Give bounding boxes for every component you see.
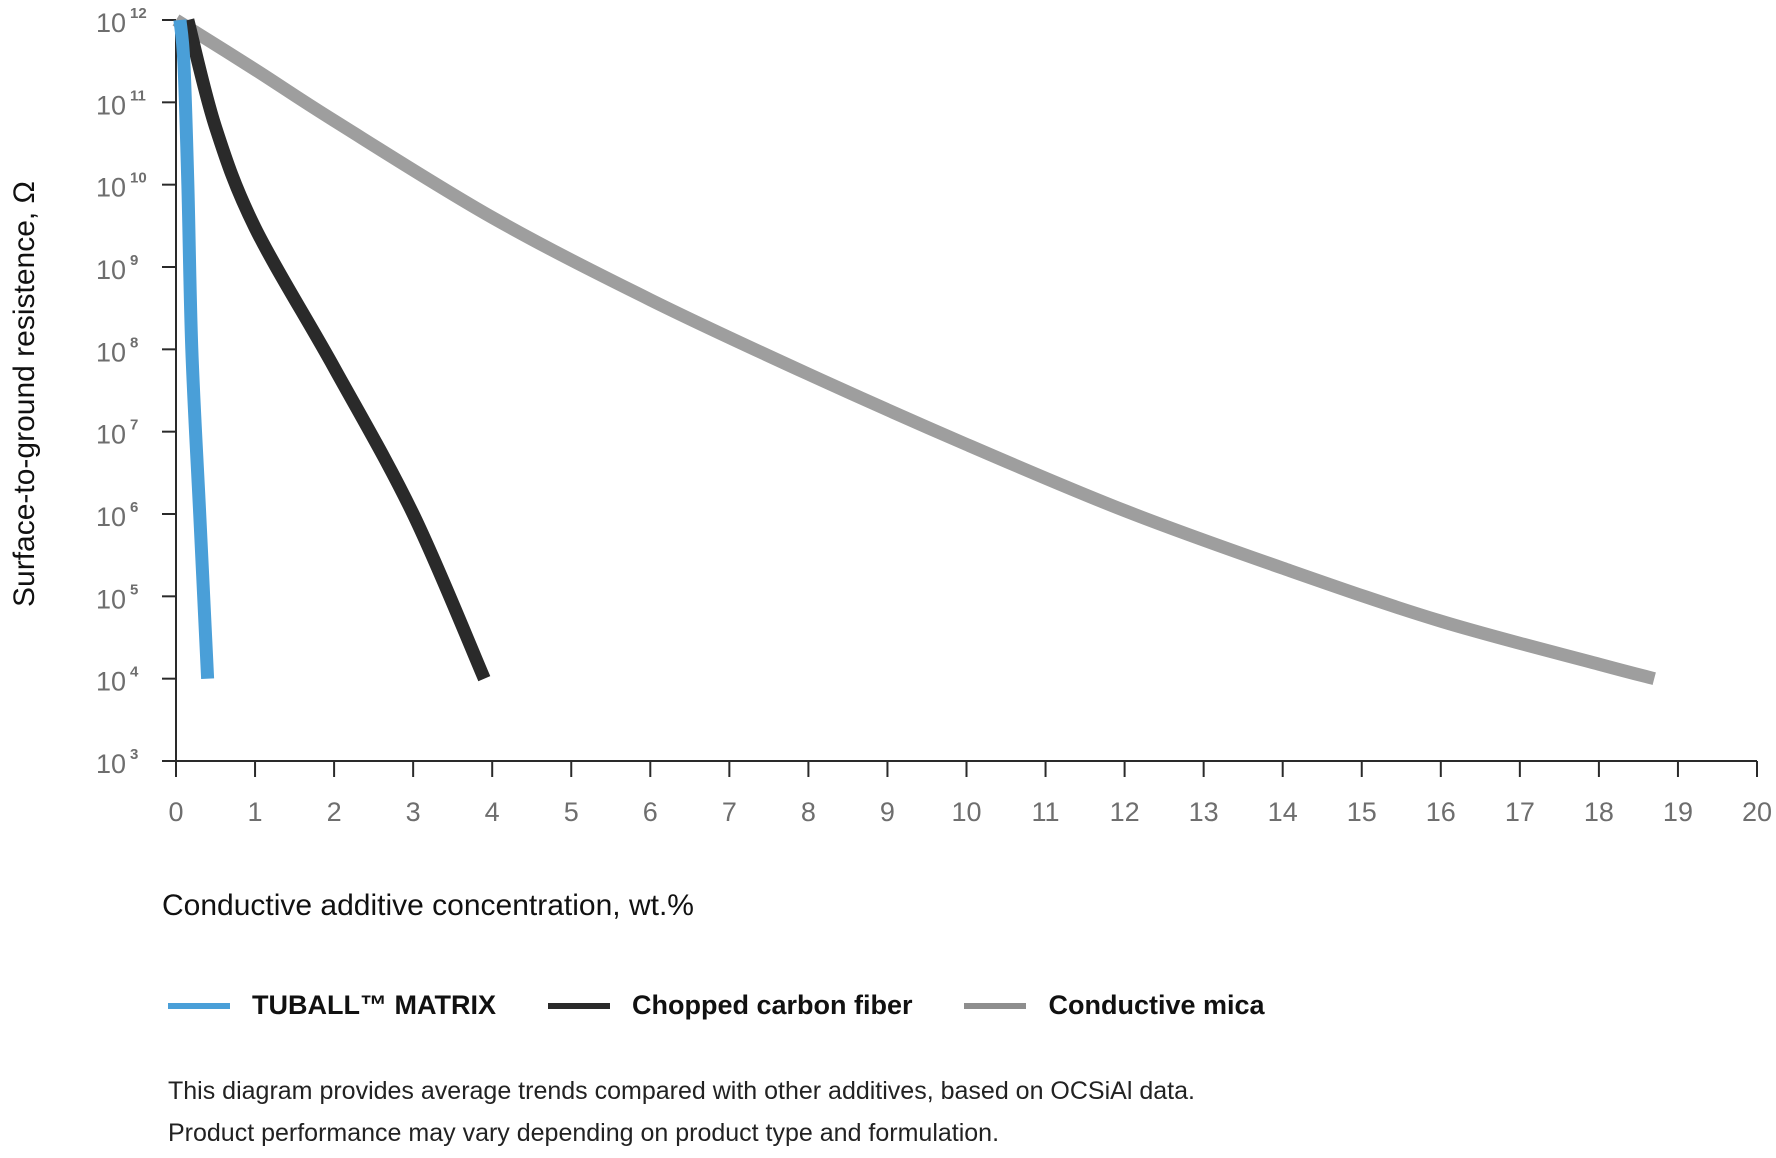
y-tick-label: 10 11 bbox=[96, 87, 146, 120]
y-tick-label: 10 10 bbox=[96, 170, 147, 203]
x-tick-label: 18 bbox=[1584, 797, 1614, 827]
x-tick-label: 7 bbox=[722, 797, 737, 827]
legend-label-carbon-fiber: Chopped carbon fiber bbox=[631, 990, 913, 1020]
x-tick-label: 15 bbox=[1347, 797, 1377, 827]
x-tick-label: 4 bbox=[485, 797, 500, 827]
y-tick-label: 10 9 bbox=[96, 252, 138, 285]
y-tick-label: 10 12 bbox=[96, 5, 147, 38]
legend-item-tuball: TUBALL™ MATRIX bbox=[168, 990, 496, 1021]
x-axis-title: Conductive additive concentration, wt.% bbox=[162, 889, 694, 922]
legend-swatch-tuball bbox=[168, 1002, 230, 1009]
series-lines bbox=[172, 14, 1656, 685]
chart: 0 1 2 3 4 5 6 7 8 9 10 11 12 13 14 15 16 17 18 19 20 10 310 41… bbox=[8, 5, 1772, 922]
x-tick-label: 1 bbox=[248, 797, 263, 827]
x-ticks: 0 1 2 3 4 5 6 7 8 9 10 11 12 13 14 15 16 17 18 19 20 bbox=[168, 761, 1772, 827]
y-tick-label: 10 8 bbox=[96, 334, 138, 367]
legend-item-carbon-fiber: Chopped carbon fiber bbox=[547, 990, 913, 1021]
y-tick-label: 10 4 bbox=[96, 664, 139, 697]
x-tick-label: 0 bbox=[168, 797, 183, 827]
legend-label-tuball: TUBALL™ MATRIX bbox=[252, 990, 496, 1020]
footnote-line-2: Product performance may vary depending o… bbox=[168, 1119, 1000, 1147]
x-tick-label: 13 bbox=[1189, 797, 1219, 827]
x-tick-label: 6 bbox=[643, 797, 658, 827]
y-tick-label: 10 6 bbox=[96, 499, 138, 532]
x-tick-label: 10 bbox=[951, 797, 981, 827]
x-tick-label: 3 bbox=[406, 797, 421, 827]
x-tick-label: 19 bbox=[1663, 797, 1693, 827]
y-tick-label: 10 5 bbox=[96, 581, 138, 614]
x-tick-label: 2 bbox=[327, 797, 342, 827]
series-line-0 bbox=[173, 19, 215, 679]
x-tick-label: 11 bbox=[1032, 797, 1060, 827]
legend-label-mica: Conductive mica bbox=[1048, 990, 1265, 1020]
x-tick-label: 5 bbox=[564, 797, 579, 827]
x-tick-label: 12 bbox=[1110, 797, 1140, 827]
x-tick-label: 9 bbox=[880, 797, 895, 827]
footnote: This diagram provides average trends com… bbox=[168, 1070, 1195, 1154]
y-tick-label: 10 7 bbox=[96, 417, 138, 450]
x-tick-label: 14 bbox=[1268, 797, 1298, 827]
y-tick-label: 10 3 bbox=[96, 746, 138, 779]
x-tick-label: 8 bbox=[801, 797, 816, 827]
legend-item-mica: Conductive mica bbox=[964, 990, 1265, 1021]
x-tick-label: 17 bbox=[1505, 797, 1535, 827]
x-tick-label: 16 bbox=[1426, 797, 1456, 827]
y-axis-title: Surface-to-ground resistence, Ω bbox=[8, 181, 41, 607]
series-line-1 bbox=[181, 18, 491, 682]
legend-swatch-mica bbox=[964, 1002, 1027, 1009]
series-line-2 bbox=[172, 14, 1656, 685]
legend-swatch-carbon-fiber bbox=[547, 1002, 610, 1009]
x-tick-label: 20 bbox=[1742, 797, 1772, 827]
footnote-line-1: This diagram provides average trends com… bbox=[168, 1077, 1195, 1105]
legend: TUBALL™ MATRIX Chopped carbon fiber Cond… bbox=[168, 990, 1317, 1021]
